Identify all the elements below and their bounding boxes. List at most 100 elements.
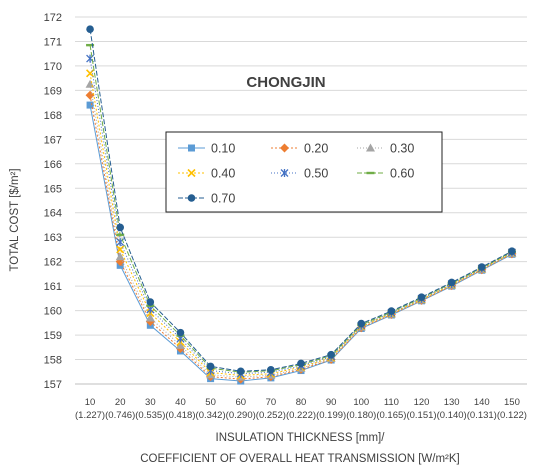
y-tick-label: 167 [44, 134, 62, 146]
x-tick-label: 40 [175, 397, 186, 408]
y-tick-label: 172 [44, 12, 62, 24]
data-point [116, 233, 125, 236]
y-tick-label: 168 [44, 110, 62, 122]
x-tick-label: 20 [115, 397, 126, 408]
series-line [89, 29, 513, 372]
x-tick-label: 70 [266, 397, 277, 408]
y-tick-label: 171 [44, 36, 62, 48]
data-point [297, 359, 305, 368]
legend-label: 0.50 [304, 167, 328, 181]
x-tick-sublabel: (0.122) [497, 410, 527, 421]
legend-item: 0.60 [357, 167, 414, 181]
legend-swatch-marker [366, 143, 375, 152]
data-point [267, 366, 275, 374]
legend-item: 0.20 [271, 142, 328, 156]
x-tick-label: 150 [504, 397, 520, 408]
x-tick-sublabel: (0.151) [406, 410, 436, 421]
x-tick-label: 140 [474, 397, 490, 408]
data-point [85, 79, 95, 88]
y-tick-label: 162 [44, 257, 62, 269]
y-tick-label: 159 [44, 330, 62, 342]
y-tick-label: 163 [44, 232, 62, 244]
y-axis-title: TOTAL COST [$/m²] [9, 168, 21, 271]
legend-item: 0.40 [178, 167, 235, 181]
x-tick-sublabel: (1.227) [75, 410, 105, 421]
series-line [89, 84, 513, 378]
x-tick-label: 110 [384, 397, 399, 408]
x-tick-label: 60 [235, 397, 246, 408]
y-tick-label: 158 [44, 355, 62, 367]
legend-swatch-marker [188, 144, 195, 152]
y-tick-label: 170 [44, 61, 62, 73]
legend-label: 0.70 [211, 192, 235, 206]
legend-swatch-marker [187, 168, 196, 178]
y-tick-label: 164 [44, 208, 62, 220]
series-0.70 [86, 25, 516, 376]
gridlines [75, 16, 527, 385]
x-tick-sublabel: (0.418) [165, 410, 195, 421]
x-tick-label: 10 [85, 397, 96, 408]
x-tick-label: 50 [205, 397, 216, 408]
data-point [175, 340, 185, 349]
legend-label: 0.30 [390, 142, 414, 156]
y-tick-label: 169 [44, 85, 62, 97]
legend-swatch-marker [280, 143, 289, 153]
data-point [85, 90, 95, 100]
x-tick-label: 90 [326, 397, 337, 408]
legend: 0.10 0.20 0.30 0.40 0.50 0.60 0.70 [165, 131, 443, 213]
data-point [145, 313, 155, 322]
data-point [116, 223, 124, 232]
series-0.40 [86, 69, 516, 380]
x-tick-sublabel: (0.342) [196, 410, 226, 421]
x-axis-title-line1: INSULATION THICKNESS [mm]/ [216, 432, 386, 444]
data-point [508, 247, 516, 255]
y-axis-ticks: 157 158 159 160 161 162 163 164 165 166 167 168 169 1… [44, 12, 62, 391]
legend-item: 0.10 [178, 142, 235, 156]
x-tick-sublabel: (0.199) [316, 410, 346, 421]
x-axis-ticks: 10 (1.227) 20 (0.746) 30 (0.535) 40 (0.418) 50 (0… [75, 397, 527, 421]
series-line [89, 45, 513, 373]
data-point [116, 245, 125, 254]
data-point [357, 319, 366, 328]
data-point [236, 367, 245, 376]
x-tick-sublabel: (0.252) [256, 410, 286, 421]
data-point [478, 263, 486, 271]
y-tick-label: 165 [44, 183, 62, 195]
x-tick-sublabel: (0.131) [467, 410, 497, 421]
data-point [327, 350, 335, 359]
legend-label: 0.60 [390, 167, 414, 181]
data-point [86, 101, 94, 109]
legend-box [165, 131, 443, 213]
x-tick-label: 30 [145, 397, 156, 408]
x-tick-sublabel: (0.180) [346, 410, 376, 421]
legend-label: 0.10 [211, 142, 235, 156]
data-point [387, 307, 396, 315]
legend-items: 0.10 0.20 0.30 0.40 0.50 0.60 0.70 [178, 142, 414, 206]
data-point [176, 328, 185, 337]
x-tick-sublabel: (0.746) [105, 410, 135, 421]
x-tick-sublabel: (0.140) [437, 410, 467, 421]
legend-item: 0.70 [178, 192, 235, 206]
x-axis-title-line2: COEFFICIENT OF OVERALL HEAT TRANSMISSION… [140, 453, 459, 465]
data-point [206, 362, 215, 371]
series-group [85, 25, 517, 385]
legend-item: 0.30 [357, 142, 414, 156]
data-point [417, 293, 426, 301]
legend-swatch-marker [280, 169, 289, 177]
data-point [447, 278, 456, 287]
x-tick-label: 100 [353, 397, 369, 408]
legend-label: 0.20 [304, 142, 328, 156]
y-tick-label: 160 [44, 306, 62, 318]
data-point [115, 252, 125, 261]
series-line [89, 73, 513, 376]
y-tick-label: 161 [44, 281, 62, 293]
series-line [89, 58, 513, 375]
x-tick-sublabel: (0.222) [286, 410, 316, 421]
y-tick-label: 166 [44, 159, 62, 171]
chart-title: CHONGJIN [246, 74, 325, 91]
x-tick-label: 130 [444, 397, 460, 408]
x-tick-label: 80 [296, 397, 307, 408]
series-0.50 [86, 54, 516, 378]
